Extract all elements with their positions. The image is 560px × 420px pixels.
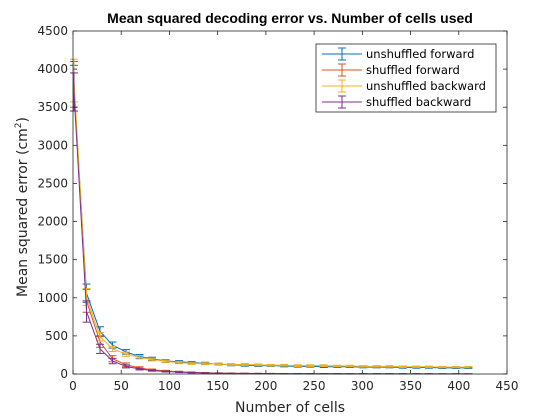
error-bar <box>187 371 196 374</box>
y-axis-label-close: ) <box>15 117 31 122</box>
y-tick-label: 1000 <box>37 291 68 305</box>
error-bar <box>319 364 328 367</box>
legend-item: unshuffled forward <box>322 47 474 61</box>
x-axis: 0 50 100 150 200 250 300 350 400 450 <box>69 31 518 393</box>
error-bar <box>82 300 91 323</box>
error-bar <box>306 364 315 367</box>
x-tick-label: 450 <box>496 379 519 393</box>
y-tick-label: 4500 <box>37 24 68 38</box>
error-bar <box>464 365 473 369</box>
error-bar <box>148 369 157 372</box>
x-tick-label: 400 <box>447 379 470 393</box>
y-tick-label: 2500 <box>37 176 68 190</box>
error-bar <box>175 371 184 374</box>
x-axis-label: Number of cells <box>235 400 345 416</box>
y-tick-label: 3000 <box>37 138 68 152</box>
error-bar <box>161 359 170 364</box>
legend-item: shuffled forward <box>322 63 460 77</box>
y-axis-label-superscript: 2 <box>14 122 24 128</box>
legend-box <box>315 43 497 113</box>
error-bar <box>398 365 407 369</box>
legend-item: shuffled backward <box>322 95 471 109</box>
y-tick-label: 1500 <box>37 253 68 267</box>
y-tick-label: 0 <box>60 367 68 381</box>
error-bar <box>187 361 196 365</box>
error-bar <box>385 365 394 368</box>
error-bar <box>214 362 223 366</box>
legend-label: shuffled backward <box>366 95 471 109</box>
x-tick-label: 300 <box>351 379 374 393</box>
error-bar <box>135 367 144 371</box>
error-bar <box>333 364 342 368</box>
error-bar <box>161 370 170 373</box>
legend-label: unshuffled forward <box>366 47 474 61</box>
error-bar <box>240 363 249 366</box>
y-tick-label: 2000 <box>37 215 68 229</box>
error-bar <box>280 363 289 367</box>
error-bar <box>175 360 184 365</box>
error-bar <box>122 351 131 357</box>
x-tick-label: 350 <box>399 379 422 393</box>
error-bar <box>122 364 131 369</box>
legend-item: unshuffled backward <box>322 79 486 93</box>
y-tick-label: 4000 <box>37 62 68 76</box>
error-bar <box>438 365 447 369</box>
x-tick-label: 50 <box>114 379 129 393</box>
y-axis-label-text: Mean squared error (cm <box>15 128 31 297</box>
legend: unshuffled forward shuffled forward unshuf… <box>315 43 497 113</box>
x-tick-label: 100 <box>158 379 181 393</box>
error-bar <box>227 363 236 366</box>
error-bar <box>108 345 117 353</box>
x-tick-label: 150 <box>206 379 229 393</box>
chart-title: Mean squared decoding error vs. Number o… <box>107 10 473 26</box>
error-bar <box>293 364 302 367</box>
legend-label: unshuffled backward <box>366 79 486 93</box>
error-bar <box>345 364 354 368</box>
error-bar <box>372 365 381 368</box>
error-bar <box>266 363 275 367</box>
error-bar <box>412 365 421 368</box>
error-bar <box>201 362 210 366</box>
y-axis: 0 500 1000 1500 2000 2500 3000 3500 4000 4500 <box>37 24 507 381</box>
error-bar <box>451 365 460 369</box>
y-tick-label: 500 <box>45 329 68 343</box>
error-bar <box>254 363 263 367</box>
x-tick-label: 250 <box>303 379 326 393</box>
legend-label: shuffled forward <box>366 63 460 77</box>
error-bar <box>148 357 157 362</box>
error-bar <box>135 355 144 360</box>
plot-frame <box>72 30 508 375</box>
error-bar <box>108 357 117 365</box>
y-tick-label: 3500 <box>37 100 68 114</box>
error-bar <box>359 365 368 368</box>
error-bar <box>96 343 105 354</box>
error-bar <box>424 365 433 368</box>
error-bar <box>69 72 78 112</box>
y-axis-label: Mean squared error (cm2) <box>14 117 31 297</box>
x-tick-label: 200 <box>254 379 277 393</box>
x-tick-label: 0 <box>69 379 77 393</box>
